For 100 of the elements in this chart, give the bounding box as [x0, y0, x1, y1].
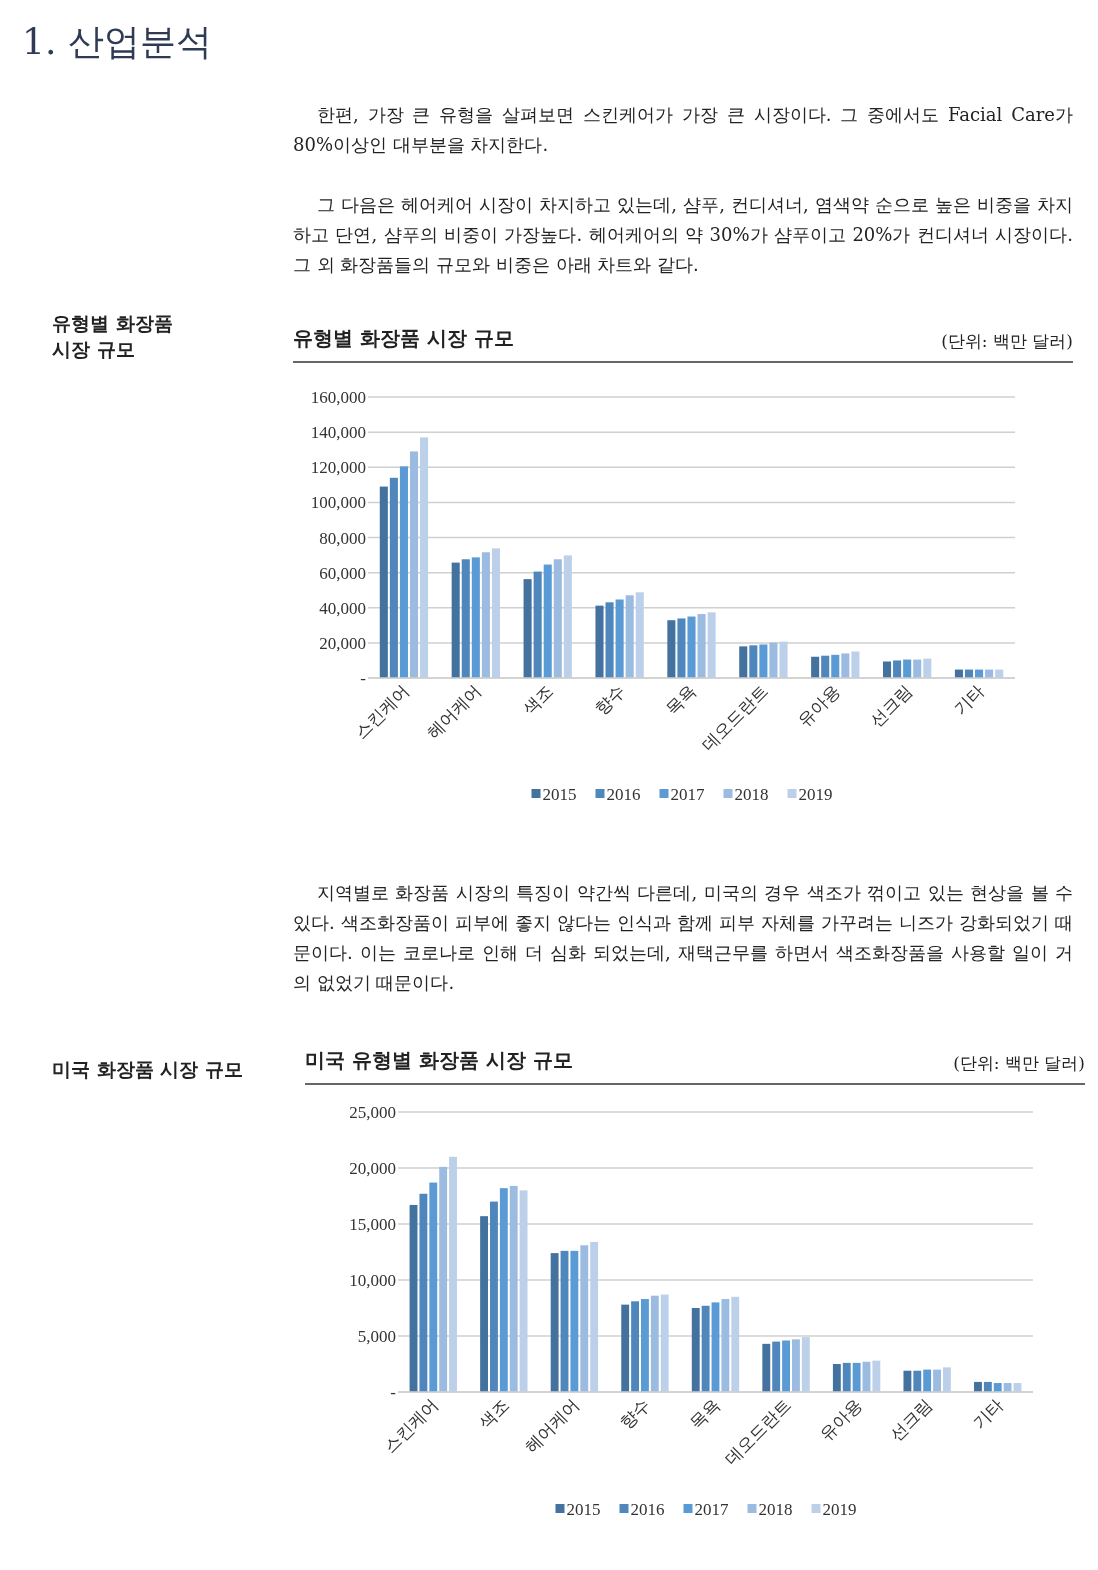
bar: [762, 1343, 771, 1392]
legend-label: 2016: [630, 1500, 665, 1519]
bar: [731, 1296, 740, 1392]
y-tick-label: -: [390, 1383, 397, 1402]
bar: [831, 654, 840, 678]
bar: [461, 559, 470, 678]
y-tick-label: 60,000: [319, 563, 366, 583]
bar: [480, 1216, 489, 1392]
bar: [451, 562, 460, 678]
bar: [872, 1360, 881, 1392]
y-tick-label: 40,000: [319, 598, 366, 618]
x-tick-label: 기타: [969, 1395, 1007, 1433]
bar: [471, 557, 480, 678]
y-tick-label: 20,000: [349, 1159, 396, 1178]
bar: [635, 592, 644, 678]
bar: [903, 1370, 912, 1392]
bar: [913, 659, 922, 678]
text: 한편, 가장 큰 유형을 살펴보면 스킨케어가 가장 큰 시장이다. 그 중에서도 Facial Care가 80%이상인 대부분을 차지한다.: [293, 103, 1073, 157]
bar: [499, 1188, 508, 1392]
bar: [841, 653, 850, 678]
text: 1. 산업분석: [22, 20, 212, 64]
text: (단위: 백만 달러): [953, 1053, 1085, 1073]
y-tick-label: 100,000: [310, 493, 366, 513]
bar: [605, 602, 614, 678]
bar: [801, 1337, 810, 1392]
bar: [923, 658, 932, 678]
bar: [550, 1253, 559, 1392]
legend-label: 2017: [670, 785, 705, 804]
bar: [701, 1305, 710, 1392]
bar: [739, 646, 748, 678]
bar: [389, 477, 398, 678]
text: 그 다음은 헤어케어 시장이 차지하고 있는데, 샴푸, 컨디셔너, 염색약 순으로 높은 비중을 차지하고 단연, 샴푸의 비중이 가장높다. 헤어케어의 약 30%가 샴푸이고 20%가 컨디셔너 시장이다. 그 외 화장품들의 규모와 비중은 아래 차트와 같다.: [293, 193, 1073, 277]
y-tick-label: 10,000: [349, 1271, 396, 1290]
bar: [650, 1295, 659, 1392]
bar: [983, 1381, 992, 1392]
bar: [563, 555, 572, 678]
bar: [993, 1383, 1002, 1392]
bar: [399, 466, 408, 678]
bar: [590, 1241, 599, 1392]
x-tick-label: 향수: [590, 681, 629, 719]
bar: [772, 1341, 781, 1392]
bar: [821, 655, 830, 678]
text: 미국 화장품 시장 규모: [52, 1057, 244, 1082]
y-tick-label: -: [360, 669, 367, 688]
bar: [677, 618, 686, 678]
chart-title: 유형별 화장품 시장 규모: [293, 325, 514, 352]
bar: [491, 548, 500, 678]
bar: [691, 1308, 700, 1392]
bar: [779, 641, 788, 678]
chart-title: 미국 유형별 화장품 시장 규모: [305, 1047, 573, 1074]
bar: [439, 1166, 448, 1392]
y-tick-label: 15,000: [349, 1215, 396, 1234]
bar: [883, 661, 892, 678]
legend-label: 2015: [542, 785, 577, 804]
bar: [419, 1193, 428, 1392]
y-tick-label: 80,000: [319, 528, 366, 548]
bar: [707, 612, 716, 678]
bar: [852, 1362, 861, 1392]
bar: [625, 595, 634, 678]
x-tick-label: 목욕: [686, 1395, 725, 1433]
bar: [660, 1294, 669, 1392]
bar: [490, 1201, 498, 1392]
bar: [923, 1369, 932, 1392]
legend-label: 2018: [758, 1500, 793, 1519]
bar: [615, 599, 624, 678]
legend-label: 2016: [606, 785, 641, 804]
legend-label: 2015: [566, 1500, 601, 1519]
bar: [782, 1340, 790, 1392]
bar: [974, 1381, 982, 1392]
text: 지역별로 화장품 시장의 특징이 약간씩 다른데, 미국의 경우 색조가 꺾이고 있는 현상을 볼 수 있다. 색조화장품이 피부에 좋지 않다는 인식과 함께 피부 자체를 가꾸려는 니즈가 강화되었기 때문이다. 이는 코로나로 인해 더 심화 되었는데, 재택근무를 하면서 색조화장품을 사용할 일이 거의 없었기 때문이다.: [293, 881, 1073, 995]
text: 유형별 화장품 시장 규모: [52, 311, 174, 362]
bar: [409, 451, 419, 678]
bar: [759, 644, 768, 678]
bar: [621, 1304, 630, 1392]
x-tick-label: 색조: [475, 1395, 513, 1433]
bar: [832, 1364, 841, 1392]
y-tick-label: 160,000: [310, 388, 366, 407]
bar: [420, 437, 429, 678]
bar: [913, 1370, 922, 1392]
bar: [769, 642, 778, 678]
bar: [721, 1299, 730, 1392]
y-tick-label: 5,000: [357, 1327, 396, 1346]
bar: [580, 1245, 589, 1392]
text: (단위: 백만 달러): [941, 331, 1073, 351]
x-tick-label: 향수: [616, 1395, 654, 1433]
x-tick-label: 색조: [519, 681, 557, 719]
bar: [851, 651, 860, 678]
bar: [543, 564, 552, 678]
bar: [687, 616, 696, 678]
y-tick-label: 25,000: [349, 1103, 396, 1122]
bar: [553, 559, 562, 678]
bar: [449, 1156, 457, 1392]
bar: [749, 645, 758, 678]
bar: [429, 1182, 438, 1392]
bar: [667, 620, 676, 678]
y-tick-label: 20,000: [319, 633, 366, 653]
bar: [942, 1367, 951, 1392]
bar: [519, 1190, 528, 1392]
bar: [1003, 1383, 1012, 1392]
bar: [842, 1362, 851, 1392]
